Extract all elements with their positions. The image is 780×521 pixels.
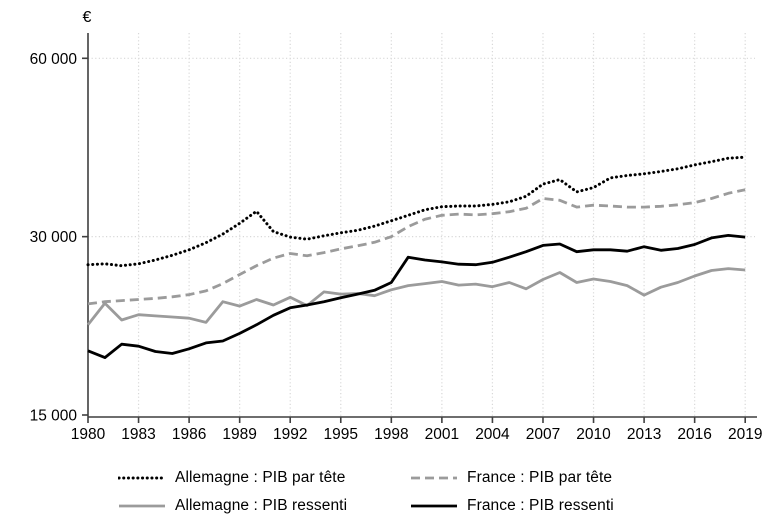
solid-line-swatch-icon <box>411 504 457 508</box>
legend-label: France : PIB par tête <box>467 469 613 486</box>
x-tick-label: 1983 <box>121 426 155 443</box>
legend-item: Allemagne : PIB ressenti <box>118 497 410 515</box>
y-tick-label: 60 000 <box>30 51 78 68</box>
x-tick-label: 1998 <box>374 426 408 443</box>
line-chart-canvas: 15 000 30 000 60 000 1980 1983 1986 1989 1992 19… <box>30 9 763 443</box>
x-tick-label: 2019 <box>728 426 762 443</box>
dashed-line-swatch-icon <box>411 476 457 480</box>
legend-label: Allemagne : PIB ressenti <box>175 497 348 514</box>
series-line-dashed-gray <box>87 188 746 306</box>
y-tick-label: 15 000 <box>30 408 78 425</box>
x-tick-label: 1980 <box>71 426 106 443</box>
solid-line-swatch-icon <box>119 504 165 508</box>
currency-axis-label: € <box>83 9 92 26</box>
chart-legend: Allemagne : PIB par tête France : PIB par… <box>118 464 658 520</box>
legend-item: Allemagne : PIB par tête <box>118 469 410 487</box>
legend-label: Allemagne : PIB par tête <box>175 469 346 486</box>
legend-item: France : PIB ressenti <box>410 497 658 515</box>
x-tick-label: 2010 <box>576 426 611 443</box>
x-tick-label: 1986 <box>172 426 206 443</box>
x-tick-label: 2004 <box>475 426 510 443</box>
x-tick-label: 2016 <box>677 426 711 443</box>
series-line-solid-black <box>87 233 746 360</box>
series-line-solid-gray <box>86 267 746 326</box>
dotted-line-swatch-icon <box>118 476 166 480</box>
x-tick-label: 2013 <box>627 426 661 443</box>
legend-label: France : PIB ressenti <box>467 497 614 514</box>
x-tick-label: 1992 <box>273 426 307 443</box>
legend-item: France : PIB par tête <box>410 469 658 487</box>
x-tick-label: 1989 <box>222 426 256 443</box>
x-tick-label: 2007 <box>526 426 560 443</box>
x-tick-label: 1995 <box>324 426 358 443</box>
series-line-dotted-black <box>86 155 747 268</box>
y-tick-label: 30 000 <box>30 229 78 246</box>
x-tick-label: 2001 <box>425 426 459 443</box>
